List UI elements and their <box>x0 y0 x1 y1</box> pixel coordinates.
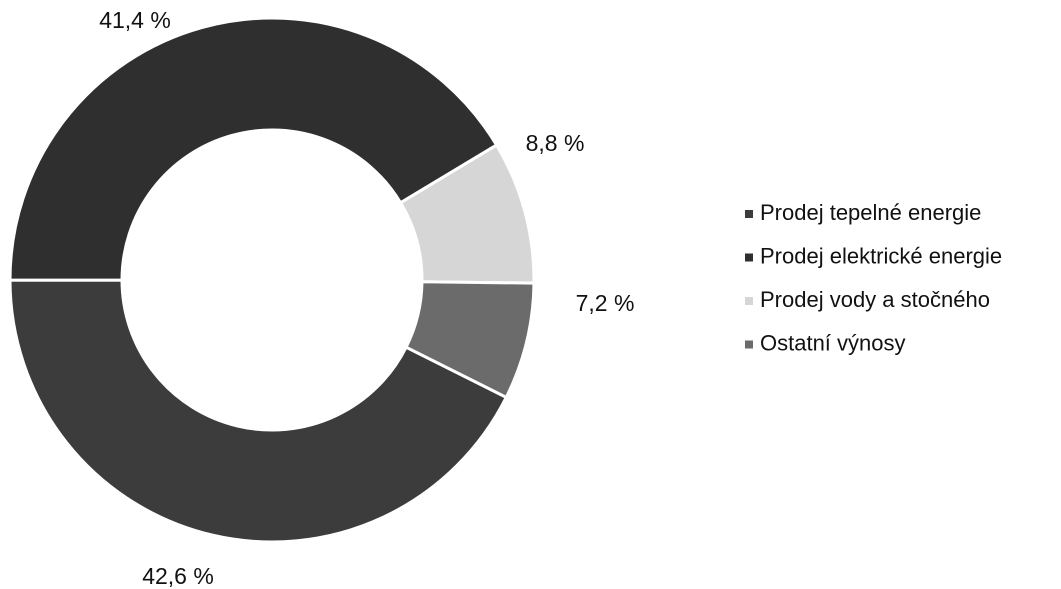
legend-label: Prodej vody a stočného <box>760 287 990 312</box>
donut-slice <box>404 280 536 400</box>
data-label: 41,4 % <box>99 7 171 33</box>
legend-label: Prodej elektrické energie <box>760 243 1002 268</box>
data-label: 42,6 % <box>142 563 214 589</box>
data-label: 7,2 % <box>576 290 635 316</box>
legend-swatch <box>745 340 753 349</box>
donut-slice <box>8 16 499 282</box>
legend-swatch <box>745 253 753 262</box>
donut-slice <box>8 278 509 544</box>
legend-label: Ostatní výnosy <box>760 330 906 355</box>
legend-label: Prodej tepelné energie <box>760 200 981 225</box>
legend-swatch <box>745 297 753 305</box>
legend-swatch <box>745 210 753 218</box>
data-label: 8,8 % <box>526 130 585 156</box>
